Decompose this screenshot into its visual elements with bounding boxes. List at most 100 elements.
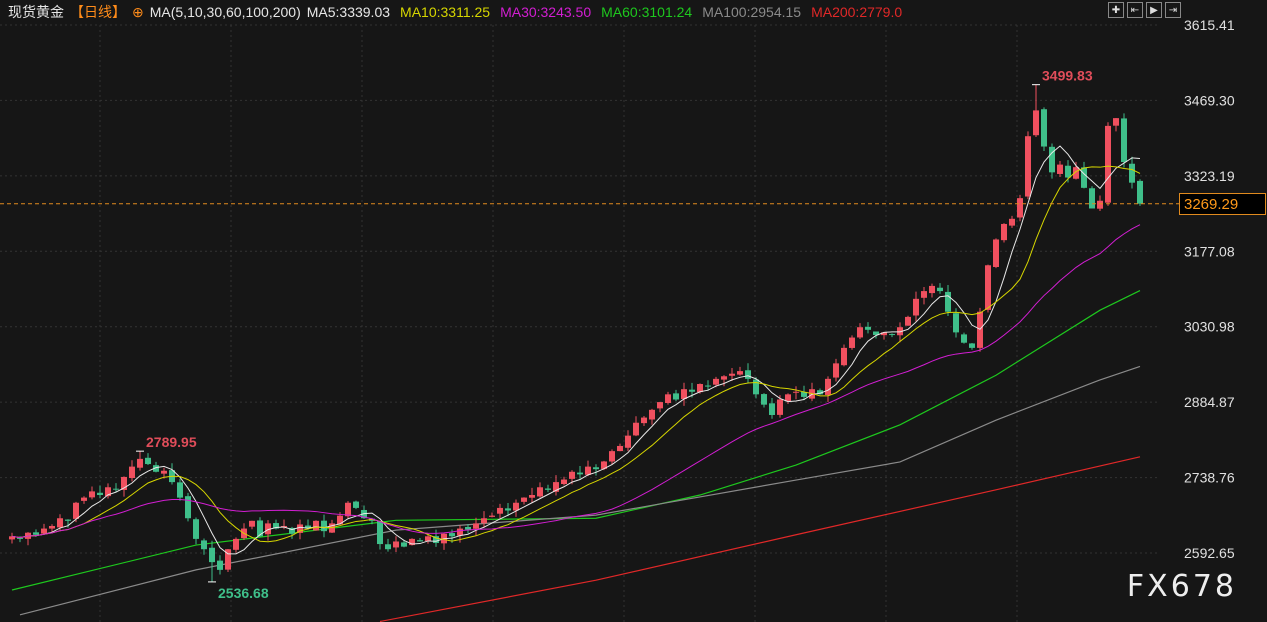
y-tick-label: 3030.98 [1184,319,1235,335]
candle [553,475,559,496]
candle-body [681,389,687,399]
candle-body [89,491,95,498]
candle-body [33,532,39,535]
candle [217,555,223,575]
candle [473,517,479,536]
candle [137,451,143,471]
candle [417,537,423,542]
candle [481,511,487,528]
candle [969,343,975,350]
candle [201,538,207,555]
candle [961,332,967,344]
candle-body [377,521,383,545]
candle [1081,161,1087,189]
candle-body [1065,165,1071,178]
candle [705,380,711,391]
candle-body [193,519,199,539]
high-label: 2789.95 [146,434,197,450]
candle [377,521,383,550]
candle [1121,113,1127,168]
candle [441,532,447,550]
watermark: FX678 [1126,569,1237,604]
candle-body [345,502,351,517]
y-tick-label: 3615.41 [1184,17,1235,33]
candle-body [297,524,303,533]
candle-body [777,399,783,415]
candle-body [649,409,655,420]
candle-body [161,470,167,474]
candle-body [841,347,847,366]
low-label: 2536.68 [218,585,269,601]
candle [649,408,655,425]
candle-body [481,518,487,524]
candle-body [129,466,135,479]
candle-body [153,465,159,472]
candle [729,367,735,381]
candle [993,238,999,269]
candle [561,476,567,486]
ma30-line [11,224,1141,539]
candle-body [449,533,455,537]
candle [713,376,719,388]
candle [665,391,671,405]
chart-header: 现货黄金 【日线】 ⊕ MA(5,10,30,60,100,200) MA5:3… [8,2,902,22]
add-indicator-icon[interactable]: ⊕ [132,3,144,20]
candle [953,308,959,338]
candle [1049,143,1055,179]
symbol-name: 现货黄金 [8,4,64,20]
candle-body [729,373,735,376]
candle [89,486,95,500]
candle [745,363,751,384]
candle-body [625,435,631,448]
candle [489,512,495,518]
ma-legend-ma5: MA5:3339.03 [306,4,391,20]
candle-body [1129,163,1135,183]
current-price-label: 3269.29 [1179,192,1266,215]
candle-body [1137,180,1143,204]
candle-body [201,540,207,550]
candle [937,283,943,294]
candle-body [1041,109,1047,147]
candle [929,283,935,298]
candle-body [49,525,55,529]
ma-legend-ma30: MA30:3243.50 [500,4,592,20]
candle-body [529,495,535,498]
zoom-left-icon[interactable]: ⇤ [1127,2,1143,18]
candle [737,366,743,376]
candle-body [545,488,551,490]
period-selector[interactable]: 【日线】 [70,4,126,20]
candle-body [1073,167,1079,179]
candle-body [489,515,495,517]
candle-body [769,403,775,415]
ma-legend-ma200: MA200:2779.0 [811,4,903,20]
candle [753,377,759,399]
candle-body [57,518,63,528]
candle-body [473,523,479,529]
indicator-name[interactable]: MA(5,10,30,60,100,200) [149,4,301,20]
candle [81,496,87,504]
crosshair-icon[interactable]: ✚ [1108,2,1124,18]
candle-body [401,542,407,547]
candle [657,401,663,413]
toolbar: ✚ ⇤ ▶ ⇥ [1108,2,1181,18]
candle [585,460,591,477]
candle-body [665,394,671,403]
candle [113,483,119,492]
candle [889,333,895,338]
candle-body [1057,164,1063,174]
candle-body [273,523,279,529]
candle [297,519,303,540]
candle-body [913,298,919,316]
play-icon[interactable]: ▶ [1146,2,1162,18]
candle [593,464,599,476]
candle [537,482,543,498]
candle-body [257,520,263,537]
candle-body [881,332,887,336]
candle-body [41,528,47,534]
candle-body [609,451,615,462]
ma5-line [11,145,1141,555]
candle-body [321,520,327,532]
jump-end-icon[interactable]: ⇥ [1165,2,1181,18]
